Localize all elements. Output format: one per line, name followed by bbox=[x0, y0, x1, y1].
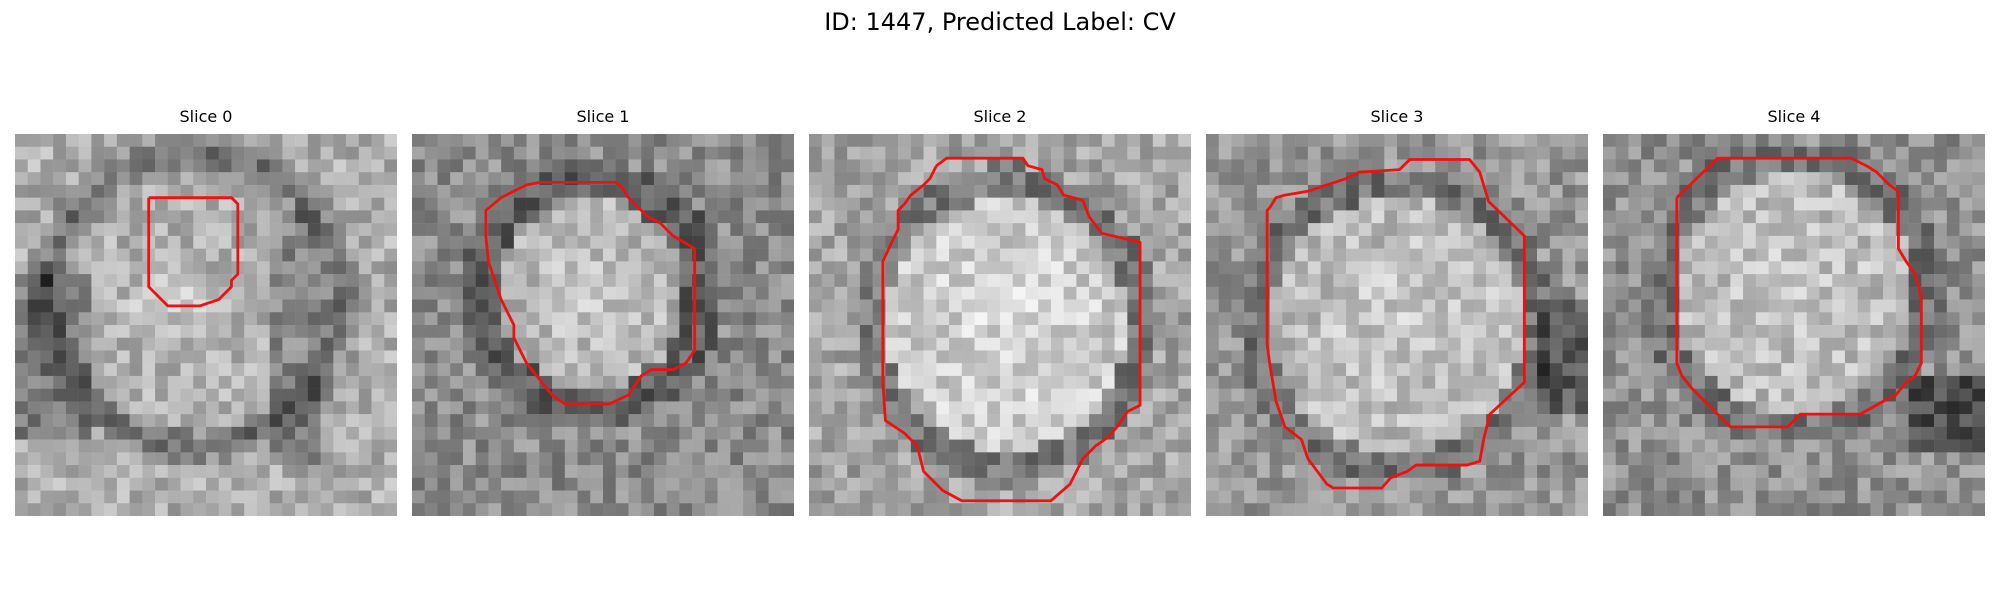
slice-image bbox=[1603, 134, 1985, 516]
slice-panel-2: Slice 2 bbox=[809, 106, 1191, 128]
slice-title: Slice 0 bbox=[15, 106, 397, 128]
slice-panel-1: Slice 1 bbox=[412, 106, 794, 128]
slice-title: Slice 4 bbox=[1603, 106, 1985, 128]
slice-title: Slice 3 bbox=[1206, 106, 1588, 128]
slice-image bbox=[15, 134, 397, 516]
slice-title: Slice 1 bbox=[412, 106, 794, 128]
slice-image bbox=[809, 134, 1191, 516]
slice-panel-0: Slice 0 bbox=[15, 106, 397, 128]
slice-title: Slice 2 bbox=[809, 106, 1191, 128]
slice-image bbox=[412, 134, 794, 516]
slice-panel-3: Slice 3 bbox=[1206, 106, 1588, 128]
slice-panel-4: Slice 4 bbox=[1603, 106, 1985, 128]
slice-image bbox=[1206, 134, 1588, 516]
figure-title: ID: 1447, Predicted Label: CV bbox=[0, 6, 2000, 38]
